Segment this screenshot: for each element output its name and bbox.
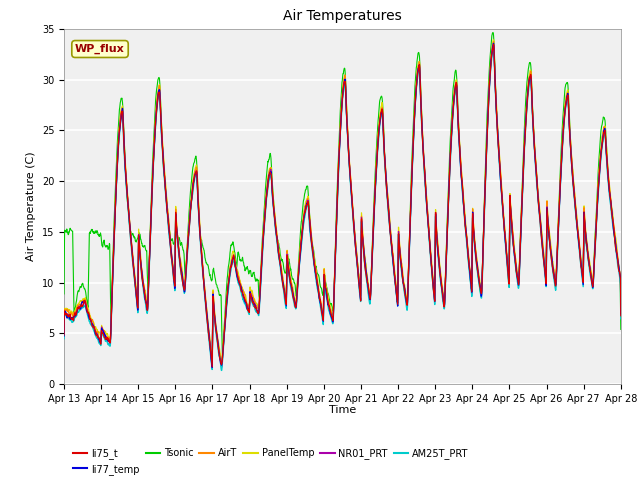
Text: WP_flux: WP_flux <box>75 44 125 54</box>
X-axis label: Time: Time <box>329 405 356 415</box>
Y-axis label: Air Temperature (C): Air Temperature (C) <box>26 152 36 261</box>
Legend: li75_t, li77_temp, Tsonic, AirT, PanelTemp, NR01_PRT, AM25T_PRT: li75_t, li77_temp, Tsonic, AirT, PanelTe… <box>69 444 472 479</box>
Title: Air Temperatures: Air Temperatures <box>283 10 402 24</box>
